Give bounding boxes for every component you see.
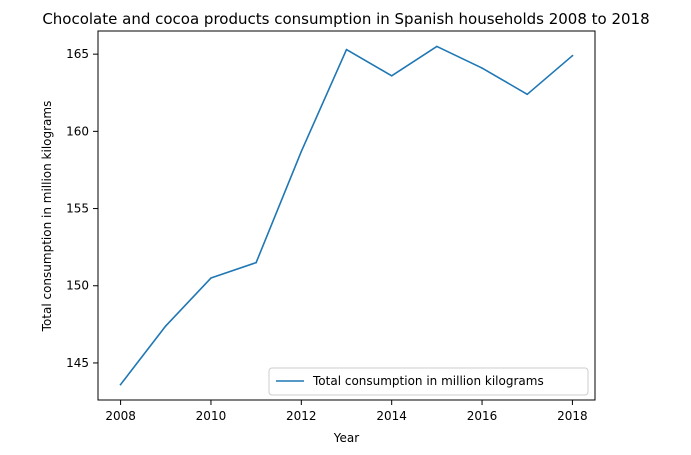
y-tick-label: 145	[66, 356, 89, 370]
data-point-2018	[571, 54, 574, 57]
y-tick-label: 150	[66, 279, 89, 293]
data-point-2016	[481, 67, 483, 69]
y-tick-label: 160	[66, 124, 89, 138]
data-point-2010	[210, 277, 212, 279]
legend: Total consumption in million kilograms	[268, 367, 589, 396]
chart-title: Chocolate and cocoa products consumption…	[42, 10, 649, 28]
plot-area	[98, 31, 595, 400]
data-point-2011	[255, 261, 257, 264]
x-tick-label: 2016	[467, 409, 498, 423]
x-tick-label: 2010	[196, 409, 227, 423]
y-tick-label: 155	[66, 202, 89, 216]
data-point-2015	[436, 45, 438, 48]
data-point-2012	[300, 150, 303, 153]
plot-frame	[97, 30, 596, 401]
data-point-2017	[526, 93, 529, 96]
series-points	[119, 45, 574, 386]
x-axis-label: Year	[333, 431, 359, 445]
y-tick-label: 165	[66, 47, 89, 61]
legend-label: Total consumption in million kilograms	[312, 374, 544, 388]
data-point-2009	[164, 325, 167, 327]
data-point-2014	[390, 74, 393, 77]
x-tick-label: 2008	[105, 409, 136, 423]
data-point-2013	[345, 48, 348, 51]
x-tick-label: 2014	[376, 409, 407, 423]
data-point-2008	[119, 383, 122, 386]
y-axis-label: Total consumption in million kilograms	[40, 101, 54, 333]
x-tick-label: 2012	[286, 409, 317, 423]
y-axis-ticks: 145 150 155 160 165	[66, 47, 98, 370]
x-tick-label: 2018	[557, 409, 588, 423]
legend-box	[268, 367, 589, 396]
x-axis-ticks: 2008 2010 2012 2014 2016 2018	[105, 400, 588, 423]
